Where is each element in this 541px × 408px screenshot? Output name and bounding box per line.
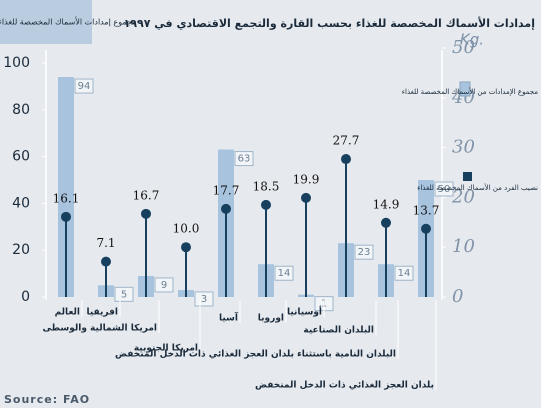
bar-label-box	[434, 181, 454, 197]
bar-label-box	[394, 265, 414, 281]
bar-label: 5	[121, 289, 127, 300]
y-tick-label: 0	[21, 289, 30, 305]
bar-label-box	[74, 78, 94, 94]
bar-label: 14	[398, 268, 411, 279]
lollipop-label: 16.7	[133, 188, 160, 202]
bar-label: 50	[438, 184, 451, 195]
y-tick-label: 100	[3, 55, 30, 71]
y-tick-label: 40	[12, 195, 30, 211]
y-tick-label: 60	[12, 149, 30, 165]
bar-label: 14	[278, 268, 291, 279]
y2-tick-label: 0	[452, 286, 463, 307]
lollipop-dot	[421, 223, 431, 234]
bar-label-box	[274, 265, 294, 281]
x-tick-label: امريكا الشمالية والوسطى	[43, 324, 158, 334]
lollipop-dot	[221, 203, 231, 214]
y2-tick-label: 10	[452, 236, 475, 257]
lollipop-label: 7.1	[96, 236, 115, 250]
legend-label: نصيب الفرد من الأسماك المخصصة للغذاء	[417, 183, 538, 192]
lollipop-dot	[181, 242, 191, 253]
bar-label: 3	[201, 294, 207, 305]
lollipop-dot	[61, 211, 71, 222]
x-tick-label: بلدان العجز الغذائي ذات الدخل المنخفض	[255, 381, 434, 391]
bar-label-box	[154, 277, 174, 293]
lollipop-label: 27.7	[333, 134, 360, 148]
lollipop-dot	[141, 208, 151, 219]
y-tick-label: 80	[12, 102, 30, 118]
x-tick-label: العالم	[55, 308, 80, 318]
lollipop-dot	[381, 217, 391, 228]
lollipop-label: 17.7	[213, 183, 240, 197]
x-tick-label: اوروبا	[258, 314, 284, 324]
bar-label: 9	[161, 280, 167, 291]
bar-label: 63	[238, 154, 251, 165]
lollipop-dot	[301, 192, 311, 203]
lollipop-label: 19.9	[293, 172, 320, 186]
x-tick-label: افريقيا	[87, 308, 119, 318]
bar-label-box	[114, 286, 134, 302]
y2-axis-label: Kg.	[460, 31, 484, 49]
lollipop-label: 13.7	[413, 203, 440, 217]
y2-tick-label: 20	[451, 186, 475, 207]
bar-label: 94	[78, 81, 91, 92]
y-axis-label: مجموع إمدادات الأسماك المخصصة للغذاء بال…	[0, 17, 136, 28]
lollipop-label: 10.0	[173, 222, 200, 236]
x-tick-label: البلدان النامية باستثناء بلدان العجز الغ…	[115, 350, 396, 360]
lollipop-dot	[261, 199, 271, 210]
bar-label-box	[354, 244, 374, 260]
x-tick-label: امريكا الجنوبية	[134, 344, 198, 354]
y-label-box	[0, 0, 92, 44]
bar	[58, 77, 74, 297]
source: Source: FAO	[4, 393, 90, 406]
y2-tick-label: 30	[452, 137, 475, 158]
bar-label-box	[234, 151, 254, 167]
chart-title: إمدادات الأسماك المخصصة للغذاء بحسب القا…	[124, 16, 535, 30]
x-tick-label: آسيا	[219, 312, 239, 324]
lollipop-dot	[341, 154, 351, 165]
y-tick-label: 20	[12, 242, 30, 258]
lollipop-label: 18.5	[253, 179, 280, 193]
lollipop-label: 16.1	[53, 191, 80, 205]
legend-label: مجموع الإمدادات من الأسماك المخصصة للغذا…	[402, 87, 539, 96]
x-tick-label: البلدان الصناعية	[303, 326, 374, 336]
lollipop-label: 14.9	[373, 197, 400, 211]
lollipop-dot	[101, 256, 111, 267]
legend-swatch	[463, 172, 472, 181]
legend-swatch	[459, 81, 471, 97]
y2-tick-label: 50	[452, 37, 475, 58]
x-tick-label: أوسيانيا	[287, 306, 322, 318]
bar-label: 23	[358, 247, 371, 258]
